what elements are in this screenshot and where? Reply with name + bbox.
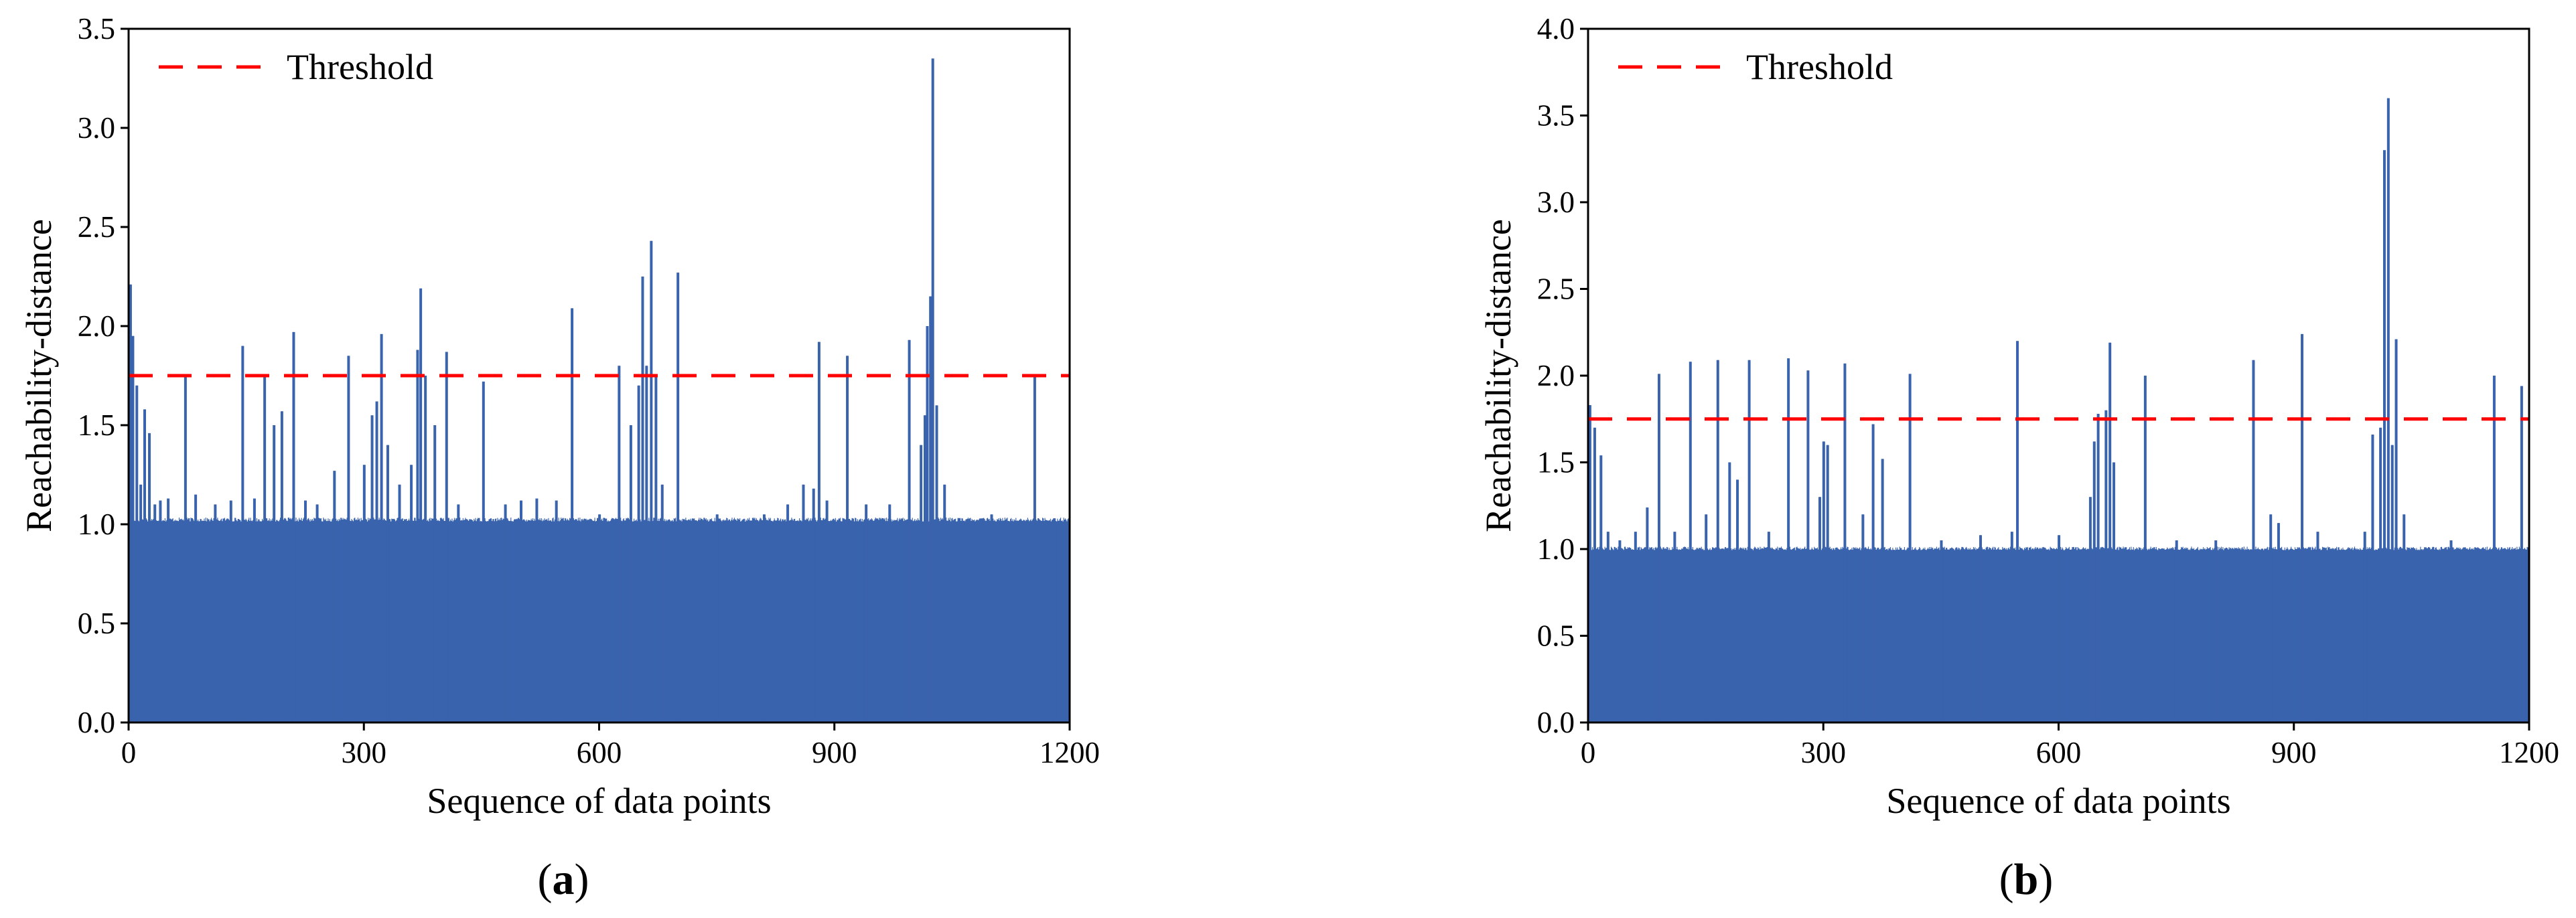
y-tick-label: 4.0 [1537, 12, 1575, 46]
y-tick-label: 1.5 [78, 408, 115, 442]
y-tick-label: 0.5 [78, 607, 115, 640]
panel-label-a: (a) [538, 855, 589, 904]
x-tick-label: 900 [2271, 736, 2317, 769]
chart-b-y-axis-title: Reachability-distance [1478, 219, 1518, 532]
y-tick-label: 3.5 [78, 12, 115, 46]
y-tick-label: 3.0 [1537, 185, 1575, 219]
y-tick-label: 1.0 [1537, 532, 1575, 566]
chart-a-x-axis-title: Sequence of data points [427, 781, 771, 821]
chart-b-x-axis: 0 300 600 900 1200 [1581, 722, 2559, 769]
y-tick-label: 3.5 [1537, 99, 1575, 133]
chart-a-y-axis: 0.0 0.5 1.0 1.5 2.0 2.5 3.0 3.5 [78, 12, 129, 739]
y-tick-label: 0.0 [78, 706, 115, 739]
chart-b-x-axis-title: Sequence of data points [1886, 781, 2230, 821]
panel-label-b: (b) [1999, 855, 2054, 904]
x-tick-label: 300 [342, 736, 387, 769]
y-tick-label: 2.5 [78, 210, 115, 244]
x-tick-label: 600 [2036, 736, 2082, 769]
chart-a-legend: Threshold [159, 47, 433, 87]
y-tick-label: 3.0 [78, 111, 115, 145]
x-tick-label: 1200 [2499, 736, 2559, 769]
chart-b-bars [1588, 98, 2529, 723]
chart-b-legend: Threshold [1618, 47, 1893, 87]
y-tick-label: 0.5 [1537, 619, 1575, 653]
chart-a-y-axis-title: Reachability-distance [19, 219, 59, 532]
x-tick-label: 900 [812, 736, 857, 769]
chart-a-x-axis: 0 300 600 900 1200 [121, 722, 1100, 769]
x-tick-label: 0 [121, 736, 137, 769]
chart-a-bars [129, 58, 1070, 722]
y-tick-label: 0.0 [1537, 706, 1575, 739]
chart-b-legend-label: Threshold [1746, 47, 1893, 87]
x-tick-label: 0 [1581, 736, 1596, 769]
chart-a-legend-label: Threshold [287, 47, 433, 87]
chart-panel-a: 0.00.51.01.52.02.53.03.5 0 300 600 900 1200 … [19, 12, 1100, 904]
y-tick-label: 2.0 [1537, 359, 1575, 392]
y-tick-label: 1.0 [78, 508, 115, 541]
chart-b-y-axis: 0.0 0.5 1.0 1.5 2.0 2.5 3.0 3.5 4.0 [1537, 12, 1588, 739]
x-tick-label: 1200 [1040, 736, 1100, 769]
y-tick-label: 2.5 [1537, 273, 1575, 306]
x-tick-label: 600 [577, 736, 622, 769]
chart-panel-b: 0.0 0.5 1.0 1.5 2.0 2.5 3.0 3.5 4.0 0 300 600 900 12… [1478, 12, 2559, 904]
y-tick-label: 2.0 [78, 309, 115, 343]
y-tick-label: 1.5 [1537, 446, 1575, 479]
x-tick-label: 300 [1801, 736, 1847, 769]
